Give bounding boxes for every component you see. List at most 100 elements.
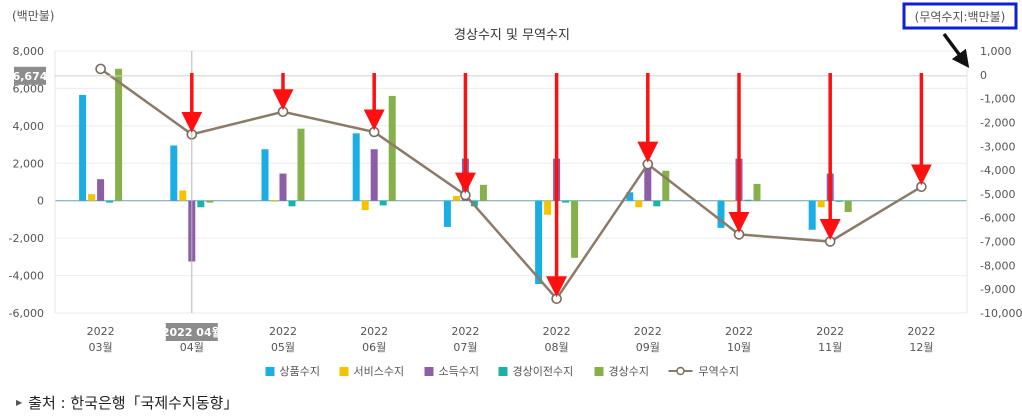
left-tick-label: 2,000	[13, 157, 45, 170]
bar	[361, 200, 369, 211]
bar	[352, 133, 360, 201]
left-tick-label: 6,000	[13, 82, 45, 95]
chart-title: 경상수지 및 무역수지	[454, 28, 570, 43]
left-tick-label: 8,000	[13, 45, 45, 58]
bar	[562, 200, 570, 203]
left-tick-label: 0	[37, 195, 44, 208]
crosshair-y-badge	[14, 66, 46, 85]
x-tick-year: 2022	[360, 325, 388, 338]
line-point	[733, 229, 745, 240]
trade-balance-line-path	[99, 67, 923, 301]
bar	[270, 200, 278, 202]
bar	[479, 184, 487, 201]
x-tick-year: 2022	[816, 325, 844, 338]
legend-label: 무역수지	[699, 365, 739, 378]
bar	[844, 200, 852, 212]
left-tick-label: 4,000	[13, 120, 45, 133]
bar	[717, 200, 725, 228]
line-point	[916, 181, 927, 193]
legend-label: 경상이전수지	[513, 365, 574, 378]
bar	[115, 68, 123, 201]
line-point	[551, 293, 562, 305]
x-tick-month: 03월	[89, 341, 113, 354]
right-tick-label: 1,000	[980, 45, 1012, 58]
legend-swatch	[265, 367, 275, 376]
line-point	[460, 189, 471, 201]
bullet-triangle-icon: ▶	[16, 398, 23, 407]
bar	[206, 200, 214, 203]
x-tick-month: 05월	[271, 341, 295, 354]
black-arrow	[942, 32, 970, 69]
x-tick-year: 2022	[543, 325, 571, 338]
crosshair-x-badge	[165, 323, 218, 341]
bar	[753, 183, 761, 201]
right-tick-label: -10,000	[980, 307, 1022, 320]
right-tick-label: -1,000	[980, 93, 1015, 106]
legend-label: 경상수지	[609, 365, 649, 378]
crosshair: 6,674 2022 04월	[13, 51, 967, 341]
bar	[170, 145, 178, 201]
right-tick-label: -3,000	[980, 140, 1015, 153]
bar	[744, 199, 752, 201]
bar	[261, 149, 269, 201]
x-tick-year: 2022	[907, 325, 935, 338]
right-tick-label: -8,000	[980, 259, 1015, 272]
line-point	[642, 158, 654, 170]
x-tick-month: 09월	[636, 341, 660, 354]
right-tick-label: -4,000	[980, 164, 1015, 177]
legend-swatch	[424, 367, 434, 376]
crosshair-x-label: 2022 04월	[162, 325, 222, 339]
x-tick-year: 2022	[87, 325, 115, 338]
legend-label: 서비스수지	[354, 365, 405, 378]
bar	[97, 179, 105, 201]
bar	[726, 200, 734, 202]
bar	[379, 200, 387, 206]
trade-balance-line	[95, 63, 927, 305]
bar	[535, 200, 543, 284]
right-tick-label: -5,000	[980, 188, 1015, 201]
legend-swatch	[339, 367, 349, 376]
bar	[106, 200, 114, 203]
x-tick-year: 2022	[725, 325, 753, 338]
bar	[88, 194, 96, 201]
bar	[443, 200, 451, 227]
right-tick-label: -2,000	[980, 116, 1015, 129]
right-tick-label: -7,000	[980, 236, 1015, 249]
bar	[297, 128, 305, 201]
x-tick-month: 10월	[727, 341, 751, 354]
annotation-arrows	[181, 32, 970, 298]
bar	[808, 200, 816, 230]
source-label: 출처 : 한국은행「국제수지동향」	[28, 394, 239, 412]
right-axis: 1,000 0 -1,000 -2,000 -3,000 -4,000 -5,000 -6,0…	[980, 45, 1022, 320]
bar	[835, 200, 843, 202]
line-point	[824, 236, 836, 247]
bar	[370, 149, 378, 201]
legend: 상품수지 서비스수지 소득수지 경상이전수지 경상수지 무역수지	[265, 365, 739, 378]
right-unit-label: (무역수지:백만불)	[915, 10, 1006, 24]
right-tick-label: -9,000	[980, 283, 1015, 296]
x-tick-month: 06월	[362, 341, 386, 354]
left-tick-label: -4,000	[9, 270, 44, 283]
x-tick-year: 2022	[634, 325, 662, 338]
bar	[817, 200, 825, 208]
bar	[79, 94, 87, 201]
x-tick-month: 12월	[909, 341, 933, 354]
source-note: ▶ 출처 : 한국은행「국제수지동향」	[16, 392, 238, 413]
left-tick-label: -2,000	[9, 232, 44, 245]
bar	[544, 200, 552, 215]
right-tick-label: -6,000	[980, 212, 1015, 225]
legend-swatch	[498, 367, 508, 376]
bar	[288, 200, 296, 207]
crosshair-y-label: 6,674	[13, 70, 48, 83]
right-unit-highlight-box	[902, 2, 1018, 30]
x-tick-month: 08월	[545, 341, 569, 354]
left-tick-label: -6,000	[9, 307, 44, 320]
bar	[197, 200, 205, 208]
bar	[179, 190, 187, 201]
bar	[279, 173, 287, 201]
left-unit-label: (백만불)	[12, 9, 54, 23]
right-tick-label: 0	[980, 69, 987, 82]
bar	[571, 200, 579, 258]
bar	[662, 170, 670, 201]
line-point	[95, 63, 106, 75]
